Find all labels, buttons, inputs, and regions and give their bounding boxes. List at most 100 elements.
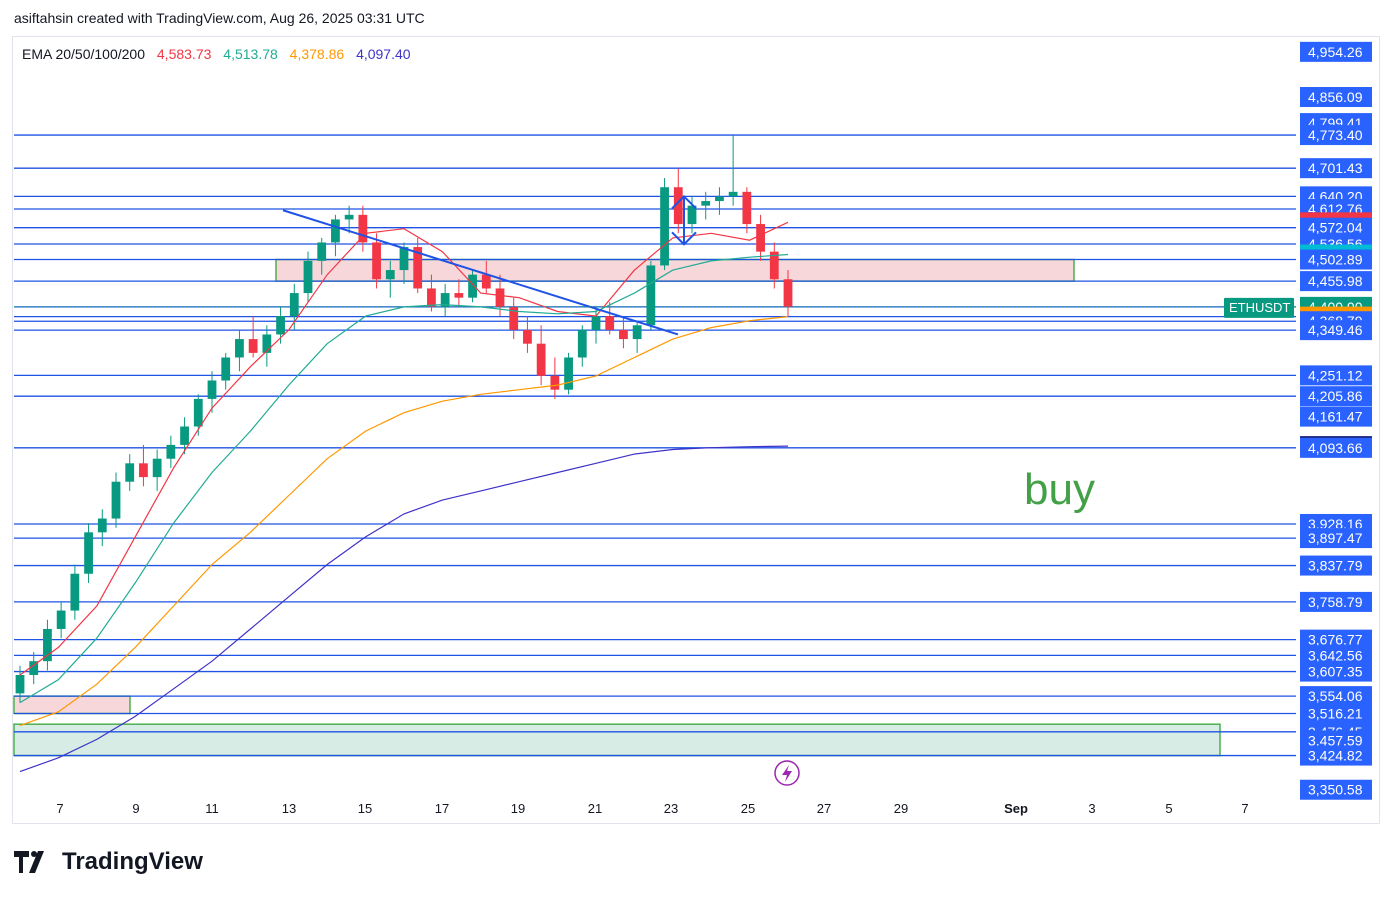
y-tick-label-8: 4,572.04 (1308, 220, 1363, 236)
candle-body-14 (207, 380, 217, 399)
candle-body-27 (385, 270, 395, 280)
y-tick-label-16: 4,349.46 (1308, 322, 1363, 338)
candle-body-30 (427, 288, 436, 307)
candle-body-55 (769, 251, 779, 280)
candle-body-56 (783, 279, 793, 307)
axis-badge-11 (1300, 249, 1372, 270)
axis-badge-25 (1300, 591, 1372, 612)
axis-badge-1 (1300, 87, 1372, 108)
axis-badge-23 (1300, 528, 1372, 549)
candle-body-28 (399, 247, 409, 271)
brand-name: TradingView (62, 848, 203, 875)
candle-body-13 (193, 398, 203, 427)
ema50-value: 4,513.78 (223, 46, 278, 62)
x-tick-label-3: 13 (282, 801, 296, 816)
candle-body-31 (440, 293, 450, 307)
y-tick-label-23: 3,897.47 (1308, 530, 1363, 546)
lightning-bolt-glyph (782, 765, 792, 782)
y-tick-label-11: 4,502.89 (1308, 252, 1363, 268)
candle-body-38 (536, 343, 546, 376)
y-tick-label-25: 3,758.79 (1308, 594, 1363, 610)
zone-2 (13, 723, 1221, 757)
candle-body-42 (591, 316, 601, 330)
tradingview-logo[interactable]: TradingView (14, 848, 203, 876)
candle-body-40 (564, 357, 573, 390)
ema-line-3 (19, 445, 789, 773)
axis-badge-8 (1300, 217, 1372, 238)
ema-line-2 (19, 316, 789, 727)
axis-badge-27 (1300, 645, 1372, 666)
x-tick-label-10: 27 (817, 801, 831, 816)
candle-body-41 (577, 329, 587, 358)
ema100-value: 4,378.86 (289, 46, 345, 62)
axis-badge-21 (1300, 437, 1372, 458)
candle-body-0 (15, 674, 25, 694)
candle-body-17 (248, 339, 258, 353)
candle-body-37 (523, 329, 532, 344)
candle-body-12 (180, 426, 189, 445)
ema-legend[interactable]: EMA 20/50/100/200 4,583.73 4,513.78 4,37… (22, 46, 419, 62)
zone-1 (13, 695, 131, 715)
ema-line-0 (19, 221, 789, 676)
candle-body-46 (646, 265, 656, 326)
candle-body-2 (43, 628, 52, 662)
y-tick-label-18: 4,205.86 (1308, 388, 1363, 404)
x-tick-label-2: 11 (205, 801, 219, 816)
symbol-badge (1224, 297, 1294, 318)
candle-body-4 (70, 573, 80, 611)
x-tick-label-8: 23 (664, 801, 678, 816)
candle-body-48 (673, 187, 683, 225)
x-tick-label-1: 9 (132, 801, 139, 816)
candle-body-24 (344, 214, 354, 220)
candle-body-32 (454, 293, 464, 298)
y-tick-label-32: 3,457.59 (1308, 732, 1363, 748)
candle-body-39 (550, 375, 560, 390)
candle-body-26 (372, 242, 381, 280)
y-tick-label-3: 4,773.40 (1308, 127, 1363, 143)
y-tick-label-28: 3,607.35 (1308, 664, 1363, 680)
candle-body-25 (358, 214, 368, 243)
ema-line-1 (19, 253, 789, 704)
axis-badge-34 (1300, 779, 1372, 800)
candle-body-3 (56, 610, 66, 629)
candle-body-51 (715, 196, 724, 202)
axis-badge-4 (1300, 158, 1372, 179)
candle-body-15 (221, 357, 231, 381)
x-tick-label-4: 15 (358, 801, 372, 816)
axis-badge-30 (1300, 703, 1372, 724)
axis-badge-33 (1300, 745, 1372, 766)
candle-body-23 (331, 219, 340, 243)
y-tick-label-12: 4,455.98 (1308, 273, 1363, 289)
x-tick-label-15: 7 (1241, 801, 1248, 816)
candle-body-29 (413, 247, 423, 289)
x-tick-label-0: 7 (56, 801, 63, 816)
x-tick-label-14: 5 (1165, 801, 1172, 816)
candle-body-33 (468, 274, 477, 298)
axis-badge-16 (1300, 320, 1372, 341)
candle-body-22 (317, 242, 327, 261)
tradingview-mark-icon (14, 851, 44, 873)
x-tick-label-5: 17 (435, 801, 449, 816)
candle-body-53 (742, 191, 752, 225)
candle-body-1 (29, 661, 39, 675)
axis-badge-12 (1300, 271, 1372, 292)
candle-body-10 (152, 458, 162, 478)
ema200-value: 4,097.40 (356, 46, 411, 62)
y-tick-label-29: 3,554.06 (1308, 688, 1363, 704)
candle-body-19 (276, 316, 285, 335)
candle-body-52 (728, 191, 738, 197)
y-tick-label-19: 4,161.47 (1308, 409, 1363, 425)
candle-body-43 (605, 316, 615, 330)
buy-annotation: buy (1024, 465, 1095, 514)
axis-badge-28 (1300, 661, 1372, 682)
axis-badge-24 (1300, 555, 1372, 576)
y-tick-label-4: 4,701.43 (1308, 160, 1363, 176)
x-tick-label-11: 29 (894, 801, 908, 816)
x-tick-label-6: 19 (511, 801, 525, 816)
candle-body-18 (262, 334, 272, 353)
axis-badge-18 (1300, 386, 1372, 407)
candle-body-8 (125, 463, 135, 482)
y-tick-label-24: 3,837.79 (1308, 558, 1363, 574)
y-tick-label-30: 3,516.21 (1308, 706, 1363, 722)
